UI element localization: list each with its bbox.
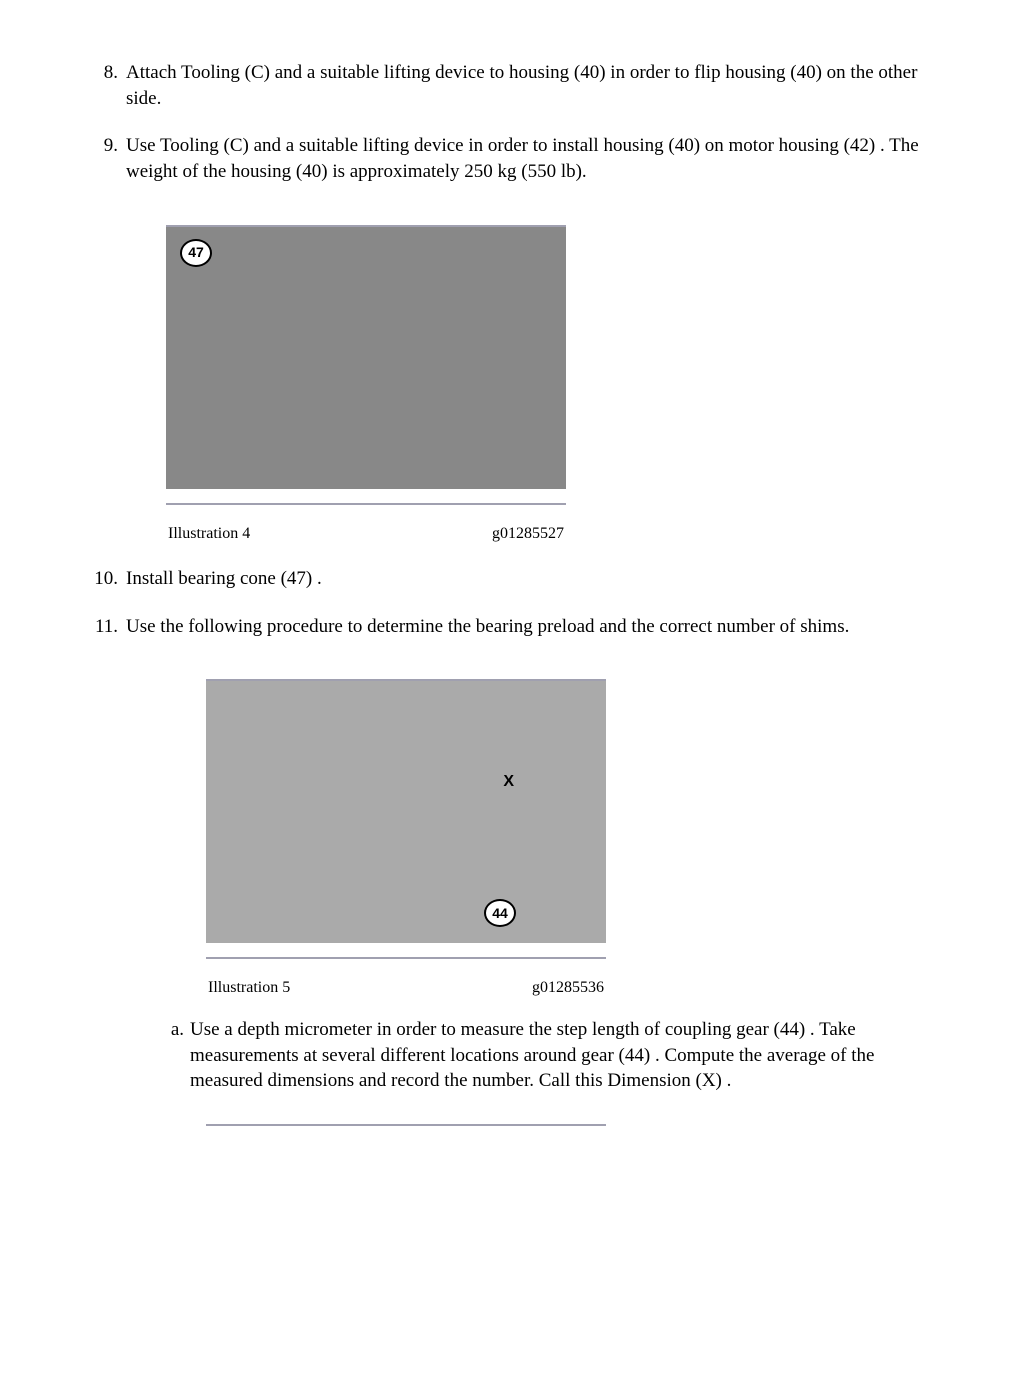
step-11-number: 11.	[90, 614, 118, 640]
substep-a-text: Use a depth micrometer in order to measu…	[190, 1019, 874, 1091]
figure-5-callout-44: 44	[484, 899, 516, 927]
figure-5-image: X 44	[206, 681, 606, 943]
figure-4-caption-right: g01285527	[492, 523, 564, 545]
figure-5-label-x: X	[503, 771, 514, 793]
figure-4-bottom-rule	[166, 503, 566, 505]
step-10-text: Install bearing cone (47) .	[126, 568, 322, 589]
figure-5: X 44 Illustration 5 g01285536	[206, 679, 606, 999]
figure-4-callout-47: 47	[180, 239, 212, 267]
step-9-number: 9.	[90, 133, 118, 159]
step-9-text: Use Tooling (C) and a suitable lifting d…	[126, 135, 919, 182]
step-8: 8. Attach Tooling (C) and a suitable lif…	[90, 60, 934, 111]
figure-4: 47 Illustration 4 g01285527	[166, 225, 566, 545]
figure-5-caption-right: g01285536	[532, 977, 604, 999]
substep-a-number: a.	[162, 1017, 184, 1043]
step-9: 9. Use Tooling (C) and a suitable liftin…	[90, 133, 934, 544]
step-11-text: Use the following procedure to determine…	[126, 616, 849, 637]
figure-5-bottom-rule	[206, 957, 606, 959]
step-10: 10. Install bearing cone (47) .	[90, 566, 934, 592]
figure-5-caption-left: Illustration 5	[208, 977, 290, 999]
figure-4-caption-left: Illustration 4	[168, 523, 250, 545]
figure-4-caption: Illustration 4 g01285527	[166, 523, 566, 545]
step-8-number: 8.	[90, 60, 118, 86]
figure-4-image: 47	[166, 227, 566, 489]
step-11: 11. Use the following procedure to deter…	[90, 614, 934, 1126]
step-8-text: Attach Tooling (C) and a suitable liftin…	[126, 62, 917, 109]
step-10-number: 10.	[90, 566, 118, 592]
figure-5-caption: Illustration 5 g01285536	[206, 977, 606, 999]
trailing-rule	[206, 1124, 606, 1126]
substep-a: a. Use a depth micrometer in order to me…	[162, 1017, 934, 1094]
